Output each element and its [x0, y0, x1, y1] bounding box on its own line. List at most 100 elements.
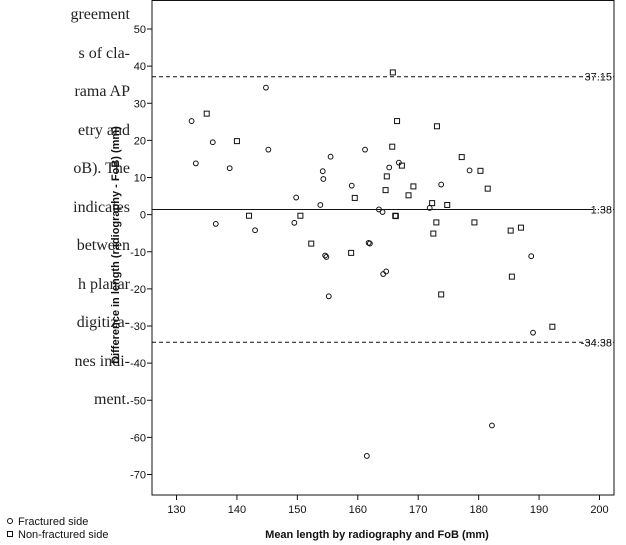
y-tick-label: -20 [130, 284, 146, 296]
data-point-fractured [363, 453, 370, 459]
data-point-non-fractured [477, 167, 484, 174]
body-text-line: between [76, 237, 130, 254]
data-point-fractured [386, 164, 393, 171]
data-point-non-fractured [458, 154, 465, 161]
y-tick-label: -60 [130, 432, 146, 444]
data-point-fractured [291, 219, 298, 226]
data-point-fractured [348, 182, 355, 189]
data-point-fractured [263, 84, 269, 91]
data-point-non-fractured [348, 249, 355, 256]
data-point-fractured [265, 146, 272, 153]
x-axis-title: Mean length by radiography and FoB (mm) [265, 529, 489, 541]
data-point-fractured [252, 227, 258, 234]
data-point-non-fractured [517, 224, 524, 231]
plot-area [151, 0, 615, 496]
data-point-non-fractured [429, 200, 436, 207]
y-tick-label: -70 [130, 470, 146, 482]
data-point-fractured [489, 422, 495, 429]
data-point-non-fractured [351, 194, 358, 201]
data-point-fractured [226, 165, 233, 172]
y-tick-label: 50 [134, 24, 146, 36]
data-point-non-fractured [398, 162, 405, 169]
data-point-non-fractured [389, 143, 396, 150]
data-point-fractured [209, 139, 216, 146]
y-tick-label: -50 [130, 395, 146, 407]
data-point-non-fractured [246, 212, 253, 219]
data-point-fractured [327, 153, 334, 160]
data-point-non-fractured [433, 219, 440, 226]
y-tick-label: 10 [134, 173, 146, 185]
body-text-line: s of cla- [78, 44, 130, 62]
y-tick-label: -30 [130, 321, 146, 333]
x-tick-label: 180 [469, 504, 487, 516]
x-tick-label: 140 [228, 504, 246, 516]
body-text-line: h planar [78, 275, 130, 293]
data-point-non-fractured [433, 123, 440, 130]
reference-line-label: 1.38 [591, 205, 612, 217]
x-tick-label: 160 [349, 504, 367, 516]
body-text-line: greement [70, 6, 130, 23]
data-point-non-fractured [430, 230, 437, 237]
data-point-fractured [530, 329, 536, 336]
data-point-fractured [366, 240, 373, 247]
data-point-non-fractured [471, 219, 478, 226]
x-tick-label: 130 [167, 504, 185, 516]
reference-line-label: -34.38 [581, 337, 612, 349]
data-point-non-fractured [484, 185, 491, 192]
data-point-non-fractured [394, 118, 401, 125]
data-point-fractured [466, 167, 473, 174]
data-point-fractured [188, 118, 195, 124]
body-text-line: rama AP [74, 83, 130, 100]
body-text-line: indicates [73, 198, 130, 216]
data-point-non-fractured [508, 273, 515, 280]
y-tick-label: -40 [130, 358, 146, 370]
data-point-non-fractured [389, 69, 396, 76]
data-point-fractured [379, 209, 386, 215]
data-point-non-fractured [382, 187, 389, 194]
legend-label-fractured: Fractured side [18, 516, 88, 528]
data-point-fractured [293, 194, 300, 201]
data-point-non-fractured [507, 227, 514, 234]
legend-circle-marker [7, 518, 13, 524]
data-point-fractured [323, 254, 330, 260]
data-point-fractured [438, 181, 445, 188]
y-axis-title: Difference in length (radiography - FoB)… [110, 126, 122, 364]
data-point-non-fractured [383, 173, 390, 180]
data-point-fractured [528, 253, 535, 260]
data-point-fractured [322, 252, 329, 259]
data-point-fractured [317, 202, 324, 208]
data-point-non-fractured [392, 213, 399, 220]
body-text-line: digitiza- [76, 314, 130, 331]
legend-square-marker [7, 531, 13, 537]
data-point-non-fractured [233, 138, 240, 145]
data-point-fractured [192, 160, 199, 167]
data-point-fractured [362, 146, 368, 153]
body-text-line: etry and [78, 121, 130, 139]
legend: Fractured side Non-fractured side [7, 516, 109, 541]
data-point-non-fractured [405, 192, 412, 199]
data-point-fractured [212, 221, 219, 227]
data-point-non-fractured [444, 201, 451, 208]
data-point-non-fractured [297, 212, 304, 219]
reference-line-label: 37.15 [584, 72, 612, 84]
body-text-line: ment. [94, 391, 130, 408]
body-text-line: oB). The [73, 160, 130, 177]
y-tick-label: -10 [130, 247, 146, 259]
x-tick-label: 170 [409, 504, 427, 516]
data-point-non-fractured [203, 110, 210, 117]
data-point-non-fractured [549, 323, 556, 330]
body-text-line: nes indi- [74, 352, 130, 370]
data-point-non-fractured [308, 240, 315, 247]
legend-label-non-fractured: Non-fractured side [18, 529, 109, 541]
y-tick-label: 30 [134, 98, 146, 110]
x-tick-label: 190 [530, 504, 548, 516]
data-point-fractured [383, 268, 390, 275]
y-tick-label: 40 [134, 61, 146, 73]
data-point-fractured [325, 293, 332, 300]
x-tick-label: 200 [590, 504, 608, 516]
data-point-non-fractured [410, 183, 417, 190]
x-tick-label: 150 [288, 504, 306, 516]
y-tick-label: 0 [140, 210, 146, 222]
data-point-fractured [319, 168, 326, 175]
